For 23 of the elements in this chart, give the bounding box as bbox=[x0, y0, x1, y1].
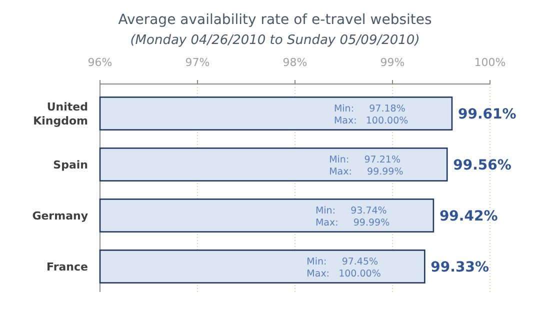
data-label: 99.56% bbox=[453, 158, 512, 174]
x-tick-label: 96% bbox=[88, 56, 112, 69]
annotation: Max: 100.00% bbox=[306, 268, 381, 280]
x-tick-label: 97% bbox=[185, 56, 210, 69]
annotation: Min: 97.45% bbox=[306, 256, 378, 268]
chart-subtitle: (Monday 04/26/2010 to Sunday 05/09/2010) bbox=[130, 33, 420, 48]
chart-title: Average availability rate of e-travel websites bbox=[118, 12, 432, 28]
y-tick-label: Spain bbox=[53, 158, 88, 172]
annotation: Max: 99.99% bbox=[329, 166, 404, 178]
data-label: 99.42% bbox=[439, 208, 498, 224]
x-tick-label: 99% bbox=[380, 56, 405, 69]
x-tick-label: 100% bbox=[474, 56, 506, 69]
data-label: 99.61% bbox=[458, 106, 516, 122]
annotation: Min: 93.74% bbox=[315, 206, 387, 216]
y-tick-label: France bbox=[46, 260, 88, 274]
y-tick-label: Germany bbox=[32, 210, 88, 222]
y-tick-label: United Kingdom bbox=[33, 100, 88, 128]
annotation: Max: 100.00% bbox=[334, 116, 408, 126]
annotation: Max: 99.99% bbox=[315, 218, 390, 228]
annotation: Min: 97.18% bbox=[334, 104, 406, 114]
data-label: 99.33% bbox=[430, 260, 489, 276]
x-tick-label: 98% bbox=[282, 56, 308, 69]
annotation: Min: 97.21% bbox=[329, 154, 400, 166]
